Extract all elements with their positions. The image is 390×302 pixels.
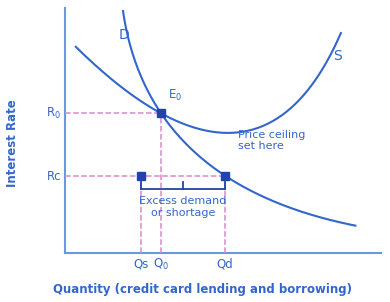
Text: Rc: Rc <box>47 170 61 183</box>
Y-axis label: Interest Rate: Interest Rate <box>5 99 19 187</box>
Text: Qd: Qd <box>217 257 234 270</box>
Text: Q$_0$: Q$_0$ <box>153 257 169 272</box>
Text: E$_0$: E$_0$ <box>168 88 182 103</box>
Text: Price ceiling
set here: Price ceiling set here <box>238 130 305 151</box>
X-axis label: Quantity (credit card lending and borrowing): Quantity (credit card lending and borrow… <box>53 284 353 297</box>
Text: S: S <box>333 49 342 63</box>
Text: Excess demand
or shortage: Excess demand or shortage <box>140 196 227 218</box>
Text: R$_0$: R$_0$ <box>46 105 61 120</box>
Text: D: D <box>119 28 130 42</box>
Text: Qs: Qs <box>133 257 149 270</box>
